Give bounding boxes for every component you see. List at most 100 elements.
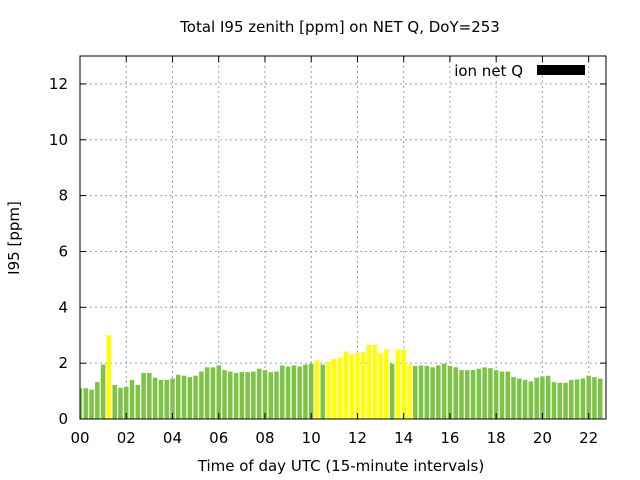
x-tick-label: 16: [440, 429, 459, 447]
x-tick-label: 04: [163, 429, 182, 447]
y-tick-label: 0: [58, 410, 68, 428]
y-tick-label: 12: [49, 75, 68, 93]
bar: [337, 357, 343, 419]
bar: [436, 365, 441, 419]
bar: [592, 377, 597, 419]
bar: [441, 363, 447, 419]
bar: [170, 378, 175, 419]
bar: [482, 367, 487, 419]
bar: [545, 375, 551, 419]
bar: [314, 360, 320, 419]
bar: [285, 366, 291, 419]
bar: [239, 372, 245, 419]
bar: [245, 372, 250, 419]
bar: [580, 378, 586, 419]
bar: [123, 386, 129, 419]
bar: [297, 366, 302, 419]
bar: [574, 379, 580, 419]
bar: [291, 365, 297, 419]
bar: [216, 365, 221, 419]
bar: [465, 370, 470, 419]
bar: [424, 365, 430, 419]
legend-swatch: [537, 65, 585, 75]
chart-title: Total I95 zenith [ppm] on NET Q, DoY=253: [179, 18, 500, 36]
bar: [401, 349, 406, 419]
bar: [407, 364, 412, 419]
bar: [430, 367, 435, 419]
bar: [262, 370, 268, 419]
bar-series: [80, 335, 603, 419]
bar: [83, 388, 89, 419]
bar: [349, 354, 354, 419]
bar: [193, 375, 198, 419]
x-tick-label: 02: [117, 429, 136, 447]
bar: [326, 361, 331, 419]
x-tick-label: 18: [487, 429, 506, 447]
bar: [80, 388, 83, 419]
x-tick-label: 20: [533, 429, 552, 447]
y-tick-label: 4: [58, 298, 68, 316]
bar: [112, 384, 117, 419]
bar: [187, 377, 193, 419]
bar: [100, 364, 106, 419]
bar: [308, 363, 314, 419]
bar: [378, 353, 383, 419]
y-tick-label: 2: [58, 354, 68, 372]
x-tick-label: 10: [302, 429, 321, 447]
bar: [274, 371, 279, 419]
bar: [152, 377, 158, 419]
bar: [199, 371, 204, 419]
bar: [204, 367, 210, 419]
bar: [395, 349, 401, 419]
plot-frame: [79, 55, 607, 420]
bar: [557, 382, 563, 419]
x-tick-label: 00: [70, 429, 89, 447]
bar: [343, 351, 349, 419]
bar: [493, 370, 499, 419]
bar: [517, 378, 522, 419]
bar: [360, 351, 366, 419]
bar: [280, 365, 285, 419]
bar: [528, 381, 534, 419]
legend-label: ion net Q: [454, 62, 523, 80]
bar: [118, 387, 123, 419]
bar: [95, 382, 100, 419]
x-tick-label: 22: [579, 429, 598, 447]
bar: [129, 379, 135, 419]
bar: [164, 379, 169, 419]
bar: [268, 372, 274, 419]
bar: [488, 368, 493, 419]
bar: [228, 371, 233, 419]
legend: ion net Q: [454, 62, 585, 80]
bar: [106, 335, 112, 419]
bar: [418, 365, 424, 419]
bar: [141, 372, 146, 419]
bar: [366, 345, 372, 419]
bar: [522, 379, 528, 419]
bar: [256, 368, 262, 419]
bar: [89, 389, 94, 419]
bar: [586, 375, 591, 419]
y-tick-label: 8: [58, 187, 68, 205]
bar: [181, 375, 187, 419]
bar: [320, 364, 326, 419]
bar: [372, 345, 378, 419]
bar: [332, 358, 337, 419]
bar: [389, 363, 395, 419]
bar: [563, 382, 568, 419]
bar: [384, 349, 389, 419]
bar: [251, 371, 256, 419]
bar: [551, 382, 557, 419]
bar: [540, 376, 545, 419]
bar: [505, 371, 510, 419]
bar: [222, 370, 227, 419]
bar: [355, 353, 360, 419]
x-tick-label: 06: [209, 429, 228, 447]
bar: [135, 384, 141, 419]
x-tick-label: 08: [255, 429, 274, 447]
bar: [499, 371, 505, 419]
bar: [303, 364, 308, 419]
bar: [470, 370, 476, 419]
